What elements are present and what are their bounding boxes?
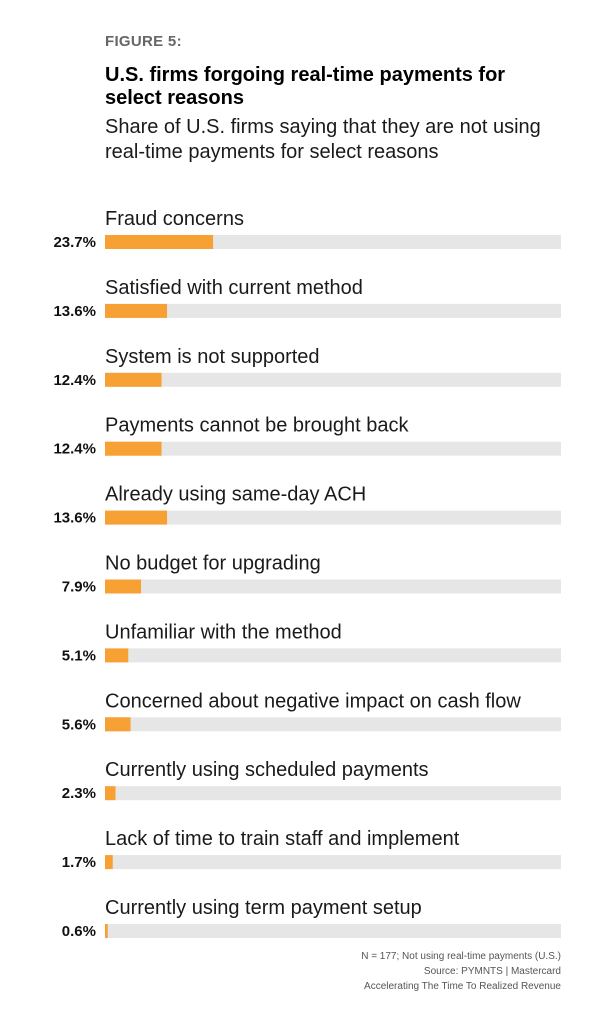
- bar: [105, 235, 214, 249]
- value-label: 2.3%: [62, 785, 96, 802]
- value-label: 7.9%: [62, 579, 96, 596]
- bar: [105, 924, 108, 938]
- bar-track: [105, 924, 561, 938]
- bar: [105, 579, 142, 594]
- bar: [105, 855, 113, 870]
- value-label: 5.6%: [62, 716, 96, 733]
- bar-track: [105, 510, 561, 525]
- category-label: Unfamiliar with the method: [105, 621, 342, 643]
- value-label: 0.6%: [62, 923, 96, 940]
- category-label: Concerned about negative impact on cash …: [105, 690, 521, 712]
- category-label: Already using same-day ACH: [105, 484, 366, 506]
- bar: [105, 786, 116, 801]
- bar: [105, 648, 129, 663]
- figure-label: FIGURE 5:: [105, 33, 182, 50]
- value-label: 12.4%: [53, 372, 96, 389]
- bar-track: [105, 441, 561, 456]
- category-label: Payments cannot be brought back: [105, 415, 410, 437]
- bar: [105, 372, 162, 387]
- bar: [105, 303, 168, 318]
- chart-title: U.S. firms forgoing real-time payments f…: [105, 64, 506, 109]
- bar-track: [105, 372, 561, 387]
- bar-track: [105, 303, 561, 318]
- category-label: Lack of time to train staff and implemen…: [105, 828, 460, 850]
- value-label: 1.7%: [62, 854, 96, 871]
- bar: [105, 510, 168, 525]
- category-label: System is not supported: [105, 346, 320, 368]
- category-label: Satisfied with current method: [105, 277, 363, 299]
- value-label: 5.1%: [62, 647, 96, 664]
- bar-track: [105, 717, 561, 732]
- chart-subtitle: Share of U.S. firms saying that they are…: [105, 116, 541, 163]
- bar: [105, 441, 162, 456]
- bar-track: [105, 235, 561, 249]
- category-label: Currently using term payment setup: [105, 897, 422, 919]
- value-label: 13.6%: [53, 510, 96, 527]
- chart-notes: N = 177; Not using real-time payments (U…: [361, 949, 561, 994]
- sample-note: N = 177; Not using real-time payments (U…: [361, 951, 561, 962]
- value-label: 12.4%: [53, 441, 96, 458]
- report-note: Accelerating The Time To Realized Revenu…: [364, 981, 561, 992]
- source-note: Source: PYMNTS | Mastercard: [423, 966, 561, 977]
- category-label: Fraud concerns: [105, 208, 244, 230]
- category-label: No budget for upgrading: [105, 553, 321, 575]
- bar: [105, 717, 131, 732]
- bar-track: [105, 579, 561, 594]
- value-label: 13.6%: [53, 303, 96, 320]
- value-label: 23.7%: [53, 234, 96, 251]
- bar-track: [105, 855, 561, 870]
- bar-track: [105, 648, 561, 663]
- bar-track: [105, 786, 561, 801]
- category-label: Currently using scheduled payments: [105, 759, 429, 781]
